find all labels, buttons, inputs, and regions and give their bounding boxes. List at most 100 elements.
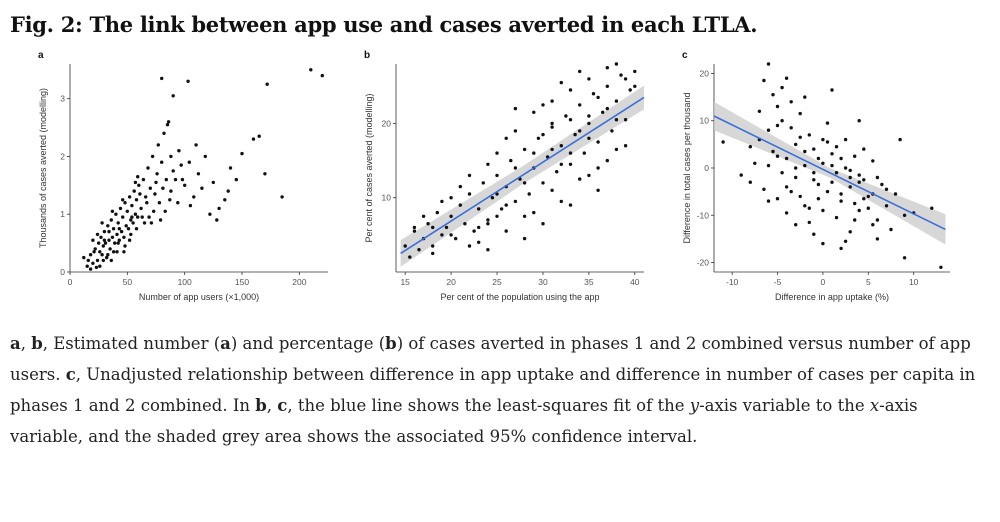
fit-line <box>400 96 645 255</box>
data-point <box>122 250 126 254</box>
data-point <box>587 77 591 81</box>
data-point <box>110 235 115 239</box>
data-point <box>605 158 609 163</box>
data-point <box>559 162 563 166</box>
y-tick-label: 20 <box>700 68 710 78</box>
data-point <box>106 224 110 228</box>
data-point <box>794 166 798 170</box>
data-point <box>111 227 116 231</box>
data-point <box>522 214 527 218</box>
data-point <box>807 133 811 137</box>
data-point <box>541 132 545 137</box>
data-point <box>784 156 789 161</box>
data-point <box>596 166 600 170</box>
x-tick-label: -5 <box>774 277 782 287</box>
data-point <box>152 209 156 213</box>
data-point <box>834 171 839 175</box>
data-point <box>440 233 444 237</box>
data-point <box>166 120 171 124</box>
data-point <box>812 147 816 151</box>
data-point <box>115 250 119 254</box>
x-tick-label: 150 <box>235 277 249 287</box>
data-point <box>596 95 600 100</box>
data-point <box>444 225 449 230</box>
x-axis-label: Difference in app uptake (%) <box>775 292 889 302</box>
data-point <box>168 198 172 202</box>
data-point <box>158 218 163 222</box>
data-point <box>97 241 101 245</box>
x-tick-label: 200 <box>292 277 306 287</box>
data-point <box>412 229 417 233</box>
data-point <box>265 82 269 86</box>
data-point <box>509 158 513 163</box>
data-point <box>857 119 861 123</box>
data-point <box>431 244 435 248</box>
data-point <box>614 147 619 152</box>
data-point <box>105 255 109 260</box>
data-point <box>541 222 545 226</box>
data-point <box>587 173 591 178</box>
data-point <box>550 147 554 152</box>
data-point <box>138 192 142 196</box>
data-point <box>458 184 462 189</box>
data-point <box>127 238 132 242</box>
data-point <box>162 131 166 135</box>
panel-c: c -10 -5 0 5 10 -20 -10 0 10 20 Difference in app u… <box>670 46 970 308</box>
data-point <box>226 189 230 193</box>
data-point <box>930 206 934 210</box>
data-point <box>486 218 490 222</box>
data-point <box>435 210 439 215</box>
data-point <box>82 255 86 260</box>
caption-run: a <box>10 334 21 353</box>
x-tick-label: 0 <box>821 277 826 287</box>
data-point <box>481 181 485 185</box>
data-point <box>536 136 541 140</box>
data-point <box>766 62 771 66</box>
data-point <box>875 218 880 222</box>
data-point <box>853 201 857 206</box>
data-point <box>467 173 472 178</box>
data-point <box>211 180 215 185</box>
data-point <box>614 118 619 122</box>
data-point <box>449 214 453 218</box>
data-point <box>421 214 426 218</box>
data-point <box>309 68 313 72</box>
y-tick-label: 10 <box>382 193 392 203</box>
data-point <box>495 214 499 218</box>
data-point <box>504 229 508 233</box>
data-point <box>812 232 816 236</box>
data-point <box>123 244 127 248</box>
data-point <box>568 162 573 166</box>
chart-b: b 15 20 25 30 35 40 10 20 Per cent of the populat… <box>364 50 645 302</box>
data-point <box>107 238 111 242</box>
data-point <box>234 177 238 182</box>
data-point <box>91 238 95 242</box>
panel-letter: b <box>364 50 370 61</box>
data-point <box>862 178 866 182</box>
x-axis-label: Per cent of the population using the app <box>440 292 599 302</box>
caption-run: a <box>220 334 231 353</box>
data-point <box>85 264 89 268</box>
data-point <box>771 93 775 97</box>
data-point <box>582 151 586 155</box>
data-point <box>263 172 267 176</box>
data-point <box>431 251 435 256</box>
data-point <box>748 145 752 149</box>
data-point <box>160 160 164 164</box>
data-point <box>176 201 180 205</box>
data-point <box>141 177 146 182</box>
data-point <box>133 212 138 216</box>
data-point <box>110 209 115 213</box>
caption-run: -axis variable, and the shaded grey area… <box>10 396 918 446</box>
data-point <box>568 118 573 122</box>
data-point <box>142 221 147 225</box>
data-point <box>126 227 131 231</box>
data-point <box>757 109 762 113</box>
data-point <box>95 258 100 263</box>
data-point <box>550 99 554 103</box>
caption-run: -axis variable to the <box>699 396 870 415</box>
fit-line <box>713 115 946 231</box>
y-tick-label: 0 <box>704 163 709 173</box>
data-point <box>320 73 324 78</box>
data-point <box>123 201 127 205</box>
